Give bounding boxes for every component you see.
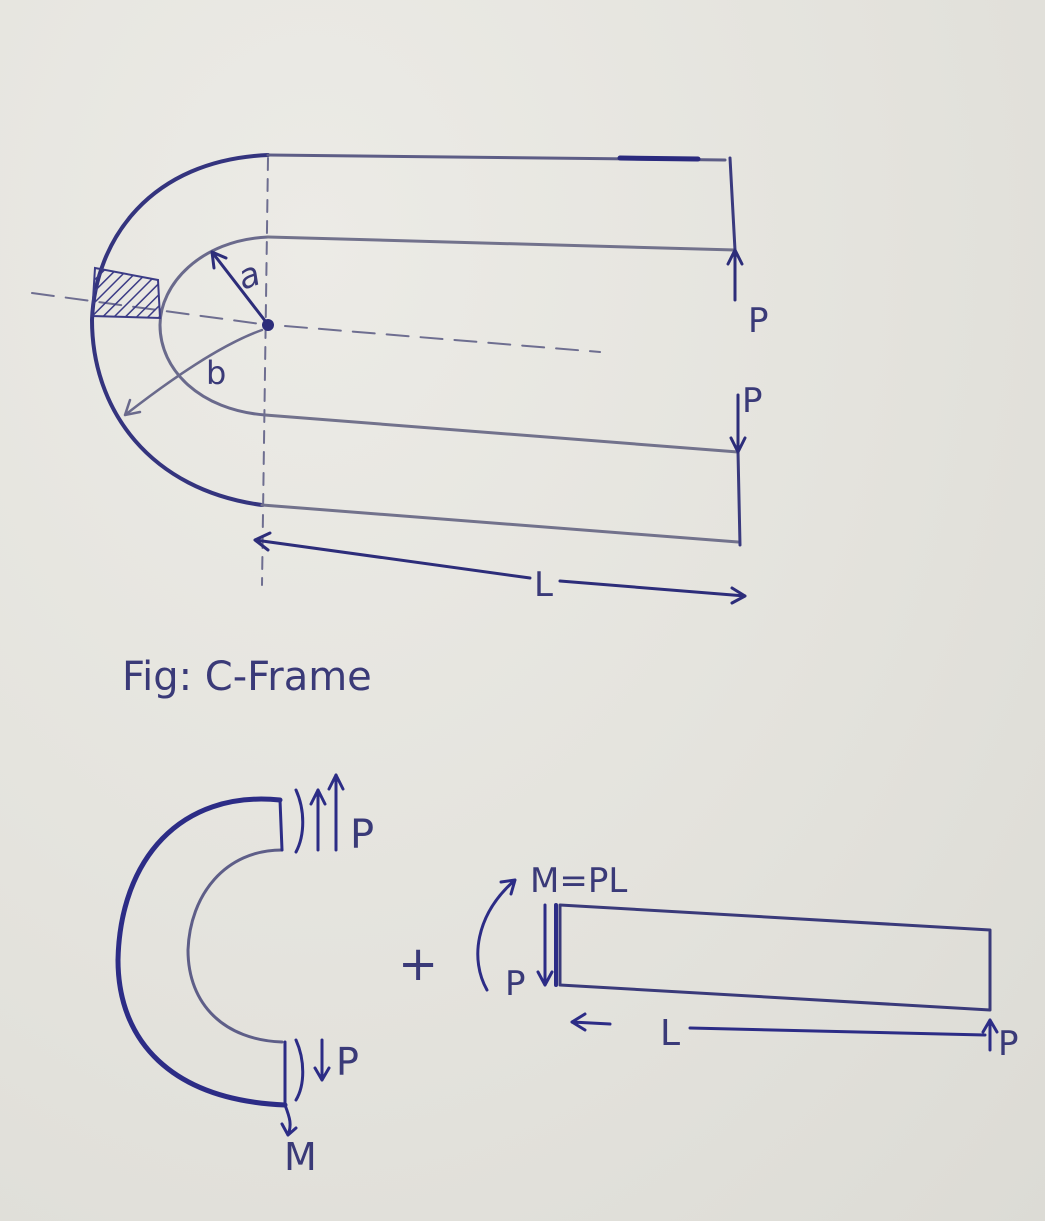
straight-free-body: M=PL P L P — [476, 861, 1019, 1064]
curved-top-load-label: P — [350, 812, 374, 858]
curved-bottom-load-label: P — [336, 1040, 359, 1084]
curved-free-body: P P M — [115, 773, 374, 1179]
label-a: a — [232, 254, 265, 299]
moment-arrow — [476, 878, 517, 992]
load-down-arrow — [729, 393, 747, 454]
label-p-bottom: P — [742, 381, 763, 421]
label-p-top: P — [748, 301, 769, 341]
beam-right-p-label: P — [998, 1024, 1019, 1064]
beam-length-label: L — [660, 1013, 680, 1054]
outer-arc — [90, 153, 270, 507]
plus-sign: + — [398, 936, 438, 992]
inner-arc — [158, 235, 270, 417]
curved-outer-arc — [115, 796, 288, 1108]
radius-b-arrow — [123, 328, 264, 417]
length-dimension — [253, 531, 747, 605]
radius-a-arrow — [210, 250, 268, 324]
moment-label: M=PL — [530, 861, 627, 901]
label-l: L — [534, 565, 553, 605]
inner-top-edge — [266, 235, 737, 252]
beam-length-dimension — [570, 1012, 987, 1037]
label-b: b — [206, 354, 226, 392]
inner-bottom-edge — [263, 413, 740, 454]
load-up-arrow — [726, 248, 744, 302]
outer-bottom-edge — [260, 503, 740, 544]
dashed-vertical — [261, 157, 269, 586]
hatched-section — [90, 266, 162, 320]
figure-caption: Fig: C-Frame — [122, 654, 372, 700]
beam-left-p-label: P — [505, 964, 526, 1004]
beam-rect — [558, 903, 992, 1012]
curved-inner-arc — [186, 848, 284, 1044]
c-frame-figure: a b P P L Fig: C-Frame — [31, 153, 769, 700]
curved-moment-label: M — [284, 1135, 317, 1179]
